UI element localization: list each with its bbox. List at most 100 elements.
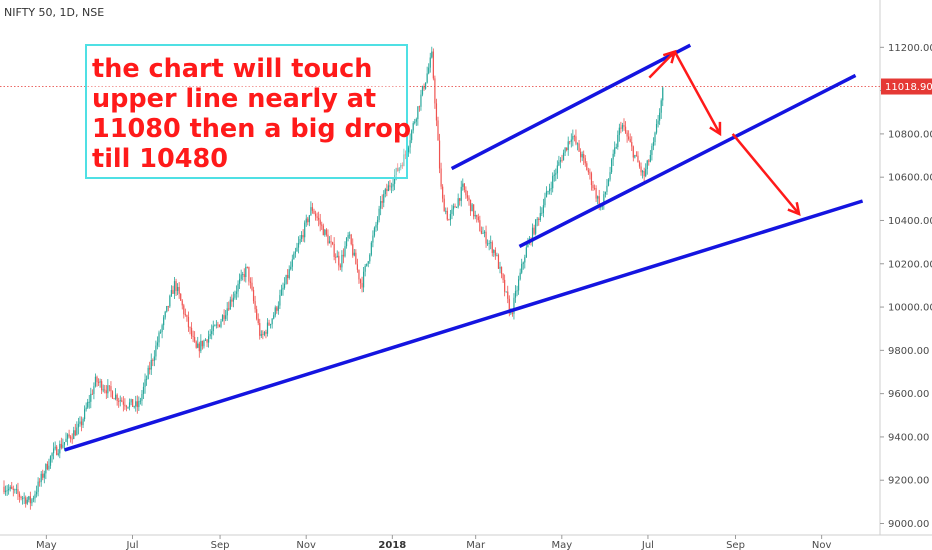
- candle-body: [35, 491, 38, 495]
- candle-body: [384, 189, 386, 195]
- candle-body: [358, 269, 360, 280]
- candle-body: [45, 464, 47, 474]
- candle-body: [190, 327, 193, 337]
- candle-body: [355, 252, 357, 265]
- candle-body: [397, 168, 399, 172]
- trendline[interactable]: [518, 73, 857, 249]
- candle-body: [215, 324, 217, 326]
- x-tick-label: Jul: [641, 540, 654, 550]
- candle-body: [519, 272, 521, 280]
- candle-body: [59, 443, 61, 454]
- candle-body: [308, 215, 310, 223]
- candle-body: [186, 315, 188, 317]
- arrow-line[interactable]: [673, 51, 722, 135]
- candle-body: [502, 274, 504, 280]
- arrow-line[interactable]: [648, 50, 676, 79]
- candle-body: [4, 490, 7, 493]
- candle-body: [321, 224, 323, 226]
- candle-body: [164, 311, 166, 318]
- candle-body: [330, 241, 332, 243]
- candle-body: [445, 210, 447, 212]
- candle-body: [102, 389, 104, 391]
- candle-body: [536, 218, 538, 220]
- candle-body: [56, 446, 58, 455]
- candle-body: [12, 488, 14, 490]
- candle-body: [80, 421, 83, 426]
- candle-body: [150, 360, 152, 370]
- candle-body: [305, 218, 307, 223]
- candle-body: [29, 496, 31, 504]
- candle-body: [420, 94, 422, 107]
- candle-body: [345, 238, 348, 247]
- candle-body: [395, 168, 397, 176]
- candle-body: [542, 205, 544, 213]
- candle-body: [474, 215, 476, 217]
- candle-body: [539, 213, 541, 220]
- trendline[interactable]: [64, 199, 864, 452]
- y-tick-label: 9200.00: [888, 476, 929, 487]
- candle-body: [342, 254, 345, 257]
- candle-body: [435, 103, 438, 121]
- candle-body: [522, 262, 524, 264]
- candle-body: [173, 281, 176, 294]
- candle-body: [23, 497, 25, 499]
- candle-body: [135, 401, 137, 407]
- candle-body: [77, 423, 79, 428]
- candle-body: [364, 265, 366, 272]
- trendline[interactable]: [450, 43, 692, 171]
- candle-body: [561, 159, 563, 161]
- candle-body: [462, 183, 464, 187]
- candle-body: [356, 264, 358, 270]
- candle-body: [40, 473, 42, 482]
- candle-body: [476, 215, 478, 217]
- candle-body: [578, 143, 580, 152]
- candle-body: [392, 183, 394, 187]
- candle-body: [547, 191, 549, 192]
- candle-body: [170, 290, 172, 296]
- candle-body: [279, 295, 281, 306]
- candle-body: [96, 376, 98, 383]
- candle-body: [243, 274, 245, 277]
- candle-body: [97, 382, 100, 383]
- candle-body: [288, 269, 290, 279]
- candle-body: [14, 489, 16, 491]
- candle-body: [84, 409, 86, 420]
- candle-body: [290, 266, 292, 270]
- candle-body: [147, 367, 149, 379]
- candle-body: [263, 332, 265, 335]
- candle-body: [552, 175, 554, 189]
- candle-body: [487, 243, 489, 245]
- candle-body: [138, 401, 140, 408]
- candle-body: [367, 261, 369, 264]
- arrow-line[interactable]: [731, 133, 801, 215]
- candle-body: [49, 456, 52, 466]
- candle-body: [206, 339, 208, 343]
- candle-body: [614, 147, 616, 154]
- x-tick-label: Mar: [466, 540, 486, 550]
- candle-body: [609, 172, 611, 180]
- candle-body: [338, 255, 340, 266]
- candle-body: [485, 231, 487, 244]
- annotation-line-4: till 10480: [92, 144, 229, 174]
- candle-body: [251, 282, 253, 290]
- candle-body: [473, 204, 475, 217]
- last-price-label: 11018.90: [885, 82, 932, 93]
- candle-body: [380, 201, 382, 209]
- candle-body: [285, 275, 287, 284]
- candle-body: [74, 430, 76, 436]
- candle-body: [612, 153, 614, 160]
- candle-body: [110, 386, 112, 392]
- candle-body: [3, 486, 5, 493]
- candle-body: [576, 143, 579, 145]
- candle-body: [457, 198, 459, 208]
- candle-body: [218, 324, 221, 327]
- candle-body: [452, 206, 455, 210]
- candle-body: [383, 194, 385, 203]
- candle-body: [423, 86, 425, 89]
- candle-body: [62, 444, 64, 448]
- candle-body: [361, 283, 363, 288]
- candle-body: [249, 281, 252, 283]
- candle-body: [491, 242, 493, 253]
- candle-body: [201, 340, 203, 347]
